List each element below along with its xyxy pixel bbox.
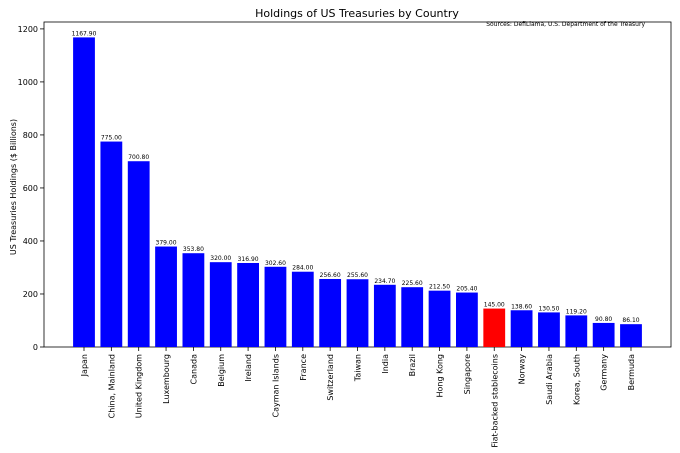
bar [373,284,396,347]
bar [319,278,342,347]
y-tick-label: 1000 [18,78,38,87]
bar-value-label: 255.60 [347,272,368,279]
x-tick-label: Fiat-backed stablecoins [490,354,499,448]
bar-value-label: 86.10 [622,317,639,324]
bar-value-label: 1167.90 [72,30,97,37]
bar [565,315,588,347]
bar [127,161,150,347]
y-tick-label: 600 [23,184,38,193]
bar-value-label: 225.60 [402,280,423,287]
bar-value-label: 212.50 [429,284,450,291]
bar-value-label: 353.80 [183,246,204,253]
bar [155,246,177,347]
bar [237,262,259,347]
x-tick-label: Hong Kong [436,354,445,398]
bar-value-label: 302.60 [265,260,286,267]
bars-group: 1167.90 775.00 700.80 379.00 353.80 320.00 316… [72,30,642,348]
x-tick-label: Luxembourg [162,354,171,404]
bar [456,292,478,347]
y-tick-label: 0 [33,343,38,352]
x-tick-label: Belgium [217,354,226,387]
y-tick-label: 800 [23,131,38,140]
bar-value-label: 234.70 [374,278,395,285]
bar [291,271,314,347]
bar-value-label: 138.60 [511,303,532,310]
y-axis: 0 200 400 600 800 1000 1200 [18,25,44,352]
bar [209,262,232,347]
source-note: Sources: DefiLlama, U.S. Department of t… [486,21,645,28]
x-tick-label: Singapore [463,354,472,394]
x-tick-label: India [381,354,390,374]
bar-value-label: 256.60 [320,272,341,279]
bar [592,322,615,347]
x-tick-label: Ireland [244,354,253,382]
bar-value-label: 320.00 [210,255,231,262]
bar-value-label: 145.00 [484,302,505,309]
bar-value-label: 316.90 [238,256,259,263]
x-tick-label: Brazil [408,354,417,376]
bar [401,287,424,347]
y-tick-label: 1200 [18,25,38,34]
bar-value-label: 119.20 [566,308,587,315]
y-axis-label: US Treasuries Holdings ($ Billions) [9,119,18,255]
x-tick-label: Switzerland [326,354,335,401]
bar-value-label: 379.00 [156,240,177,247]
x-tick-label: United Kingdom [135,354,144,418]
bar-value-label: 700.80 [128,154,149,161]
x-tick-label: China, Mainland [107,354,116,418]
bar-value-label: 90.80 [595,316,612,323]
x-tick-label: Germany [600,354,609,391]
bar-value-label: 775.00 [101,135,122,142]
x-tick-label: Canada [189,354,198,385]
bar-value-label: 284.00 [292,265,313,272]
chart-title: Holdings of US Treasuries by Country [255,7,459,20]
x-tick-label: Norway [518,354,527,385]
x-tick-label: Bermuda [627,354,636,391]
bar-value-label: 205.40 [456,286,477,293]
bar [182,253,205,347]
x-tick-label: Saudi Arabia [545,354,554,405]
y-tick-label: 400 [23,237,38,246]
x-tick-label: Korea, South [572,354,581,405]
bar [346,279,369,347]
x-tick-label: France [299,354,308,381]
bar [428,290,451,347]
x-axis: Japan China, Mainland United Kingdom Luxemb… [80,347,636,448]
bar-value-label: 130.50 [538,305,559,312]
bar [620,324,642,347]
bar [264,266,287,347]
bar [510,310,533,347]
bar [538,312,560,347]
bar [100,141,123,347]
x-tick-label: Taiwan [354,354,363,382]
x-tick-label: Japan [80,354,89,377]
bar [73,37,95,348]
y-tick-label: 200 [23,290,38,299]
bar [483,308,506,347]
x-tick-label: Cayman Islands [271,354,280,418]
